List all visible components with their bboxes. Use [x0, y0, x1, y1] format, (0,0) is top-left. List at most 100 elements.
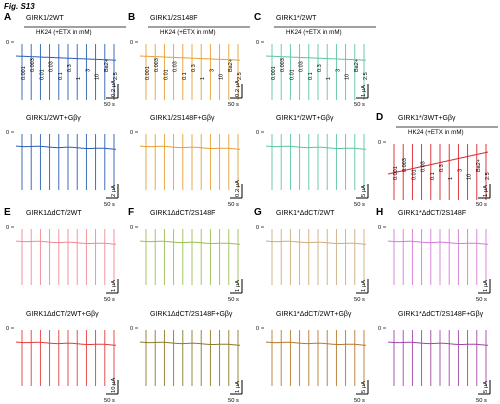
- panel-2-3: GIRK1*/2WT+Gβγ 0 5 μA 50 s: [256, 115, 369, 208]
- concentration-label: 2.5: [485, 172, 491, 180]
- figure-label: Fig. S13: [4, 2, 35, 11]
- hk24-label: HK24 (+ETX in mM): [160, 29, 216, 36]
- zero-current-label: 0: [130, 130, 133, 136]
- concentration-label: 0.1: [308, 72, 314, 80]
- concentration-label: 1: [326, 77, 332, 80]
- concentration-label: 10: [219, 74, 225, 80]
- panel-title: GIRK1ΔdCT/2WT: [26, 210, 82, 217]
- panel-title: GIRK1*/2WT: [276, 15, 317, 22]
- current-scale-label: 0.2 μA: [111, 80, 117, 97]
- zero-current-label: 0: [6, 326, 9, 332]
- concentration-label: 2.5: [113, 72, 119, 80]
- current-trace: [387, 341, 488, 346]
- panel-3-2: F GIRK1ΔdCT/2S148F 0 1 μA 50 s: [128, 207, 243, 303]
- concentration-label: 0.001: [271, 66, 277, 80]
- time-scale-label: 50 s: [104, 398, 115, 404]
- time-scale-label: 50 s: [476, 297, 487, 303]
- time-scale-label: 50 s: [476, 398, 487, 404]
- time-scale-label: 50 s: [354, 297, 365, 303]
- zero-current-label: 0: [256, 40, 259, 46]
- current-trace: [140, 55, 240, 61]
- concentration-label: 3: [209, 69, 215, 72]
- concentration-label: 0.003: [280, 58, 286, 72]
- current-trace: [139, 145, 240, 150]
- current-scale-label: 1 μA: [235, 381, 241, 393]
- concentration-label: 0.03: [173, 61, 179, 72]
- zero-current-label: 0: [6, 225, 9, 231]
- concentration-label: 1: [76, 77, 82, 80]
- panel-title: GIRK1ΔdCT/2S148F: [150, 210, 215, 217]
- panel-title: GIRK1/2S148F: [150, 15, 197, 22]
- hk24-label: HK24 (+ETX in mM): [36, 29, 92, 36]
- current-trace: [139, 341, 240, 346]
- zero-current-label: 0: [256, 130, 259, 136]
- concentration-label: 3: [335, 69, 341, 72]
- concentration-label: 0.03: [299, 61, 305, 72]
- panel-title: GIRK1*/2WT+Gβγ: [276, 115, 334, 122]
- panel-title: GIRK1/2WT+Gβγ: [26, 115, 81, 122]
- current-scale-label: 1 μA: [361, 85, 367, 97]
- current-scale-label: 5 μA: [361, 185, 367, 197]
- zero-current-label: 0: [130, 40, 133, 46]
- current-scale-label: 2 μA: [111, 185, 117, 197]
- panel-3-3: G GIRK1*ΔdCT/2WT 0 1 μA 50 s: [254, 207, 369, 303]
- concentration-label: 0.3: [191, 64, 197, 72]
- concentration-label: 0.001: [393, 166, 399, 180]
- panel-letter: C: [254, 12, 261, 23]
- concentration-label: 10: [345, 74, 351, 80]
- time-scale-label: 50 s: [476, 202, 487, 208]
- zero-current-label: 0: [256, 326, 259, 332]
- panel-4-2: GIRK1ΔdCT/2S148F+Gβγ 0 1 μA 50 s: [130, 311, 243, 404]
- panel-title: GIRK1ΔdCT/2S148F+Gβγ: [150, 311, 233, 318]
- concentration-label: 0.3: [317, 64, 323, 72]
- panel-title: GIRK1*ΔdCT/2S148F: [398, 210, 466, 217]
- concentration-label: 0.003: [402, 158, 408, 172]
- concentration-label: 0.003: [30, 58, 36, 72]
- current-scale-label: 1 μA: [111, 280, 117, 292]
- zero-current-label: 0: [6, 40, 9, 46]
- zero-current-label: 0: [378, 225, 381, 231]
- concentration-label: 0.1: [182, 72, 188, 80]
- panel-1-2: B GIRK1/2S148F 0 HK24 (+ETX in mM) 0.0010.00…: [128, 12, 250, 108]
- current-scale-label: 0.2 μA: [235, 180, 241, 197]
- panel-title: GIRK1ΔdCT/2WT+Gβγ: [26, 311, 99, 318]
- concentration-label: 10: [467, 174, 473, 180]
- panel-letter: E: [4, 207, 11, 218]
- hk24-label: HK24 (+ETX in mM): [286, 29, 342, 36]
- panel-4-1: GIRK1ΔdCT/2WT+Gβγ 0 10 μA 50 s: [6, 311, 119, 404]
- current-trace: [15, 240, 116, 245]
- current-trace: [266, 55, 366, 61]
- concentration-label: 2.5: [237, 72, 243, 80]
- panel-title: GIRK1*/3WT+Gβγ: [398, 115, 456, 122]
- zero-current-label: 0: [378, 140, 381, 146]
- current-trace: [265, 240, 366, 245]
- concentration-label: 0.3: [67, 64, 73, 72]
- current-trace: [265, 145, 366, 150]
- current-trace: [16, 55, 116, 61]
- panel-3-4: H GIRK1*ΔdCT/2S148F 0 1 μA 50 s: [376, 207, 491, 303]
- concentration-label: 0.001: [21, 66, 27, 80]
- panel-letter: D: [376, 112, 383, 123]
- concentration-label: 1: [200, 77, 206, 80]
- panel-letter: B: [128, 12, 135, 23]
- concentration-label: 0.01: [39, 69, 45, 80]
- current-trace: [387, 151, 489, 175]
- concentration-label: 2.5: [363, 72, 369, 80]
- zero-current-label: 0: [130, 326, 133, 332]
- concentration-label: 0.003: [154, 58, 160, 72]
- concentration-label: Ba2+: [104, 59, 110, 72]
- time-scale-label: 50 s: [354, 202, 365, 208]
- panel-2-2: GIRK1/2S148F+Gβγ 0 0.2 μA 50 s: [130, 115, 243, 208]
- current-trace: [387, 240, 488, 245]
- panel-4-3: GIRK1*ΔdCT/2WT+Gβγ 0 5 μA 50 s: [256, 311, 369, 404]
- concentration-label: 0.001: [145, 66, 151, 80]
- concentration-label: 10: [95, 74, 101, 80]
- current-trace: [15, 145, 116, 150]
- time-scale-label: 50 s: [354, 398, 365, 404]
- concentration-label: 3: [457, 169, 463, 172]
- current-scale-label: 5 μA: [361, 381, 367, 393]
- concentration-label: 0.01: [289, 69, 295, 80]
- panel-letter: A: [4, 12, 11, 23]
